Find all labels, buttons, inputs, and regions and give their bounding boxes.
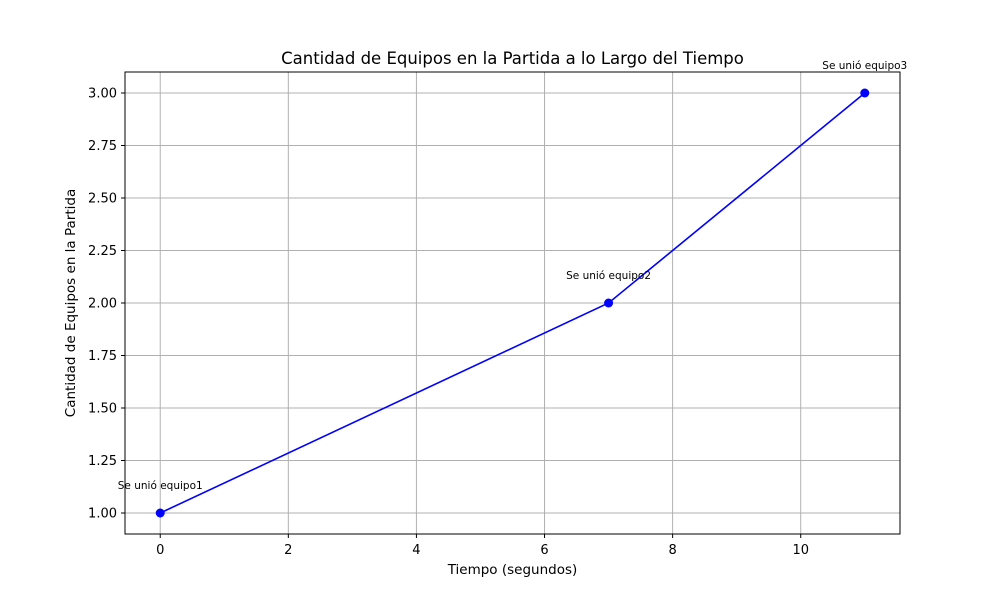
annotations: Se unió equipo1 Se unió equipo2 Se unió eq… <box>118 60 907 492</box>
point-annotation: Se unió equipo1 <box>118 480 203 492</box>
grid <box>125 72 900 534</box>
data-point <box>604 298 614 308</box>
y-tick-label: 2.75 <box>88 139 117 154</box>
x-axis-label: Tiempo (segundos) <box>447 562 578 578</box>
y-tick-label: 1.50 <box>88 402 117 417</box>
data-point <box>860 88 870 98</box>
y-tick-label: 2.25 <box>88 244 117 259</box>
y-tick-label: 3.00 <box>88 87 117 102</box>
series-group <box>155 88 870 518</box>
point-annotation: Se unió equipo2 <box>566 270 651 282</box>
y-tick-label: 1.25 <box>88 454 117 469</box>
chart-title: Cantidad de Equipos en la Partida a lo L… <box>281 49 744 68</box>
y-axis-label: Cantidad de Equipos en la Partida <box>63 189 79 417</box>
y-tick-label: 1.75 <box>88 349 117 364</box>
point-annotation: Se unió equipo3 <box>822 60 907 72</box>
x-tick-label: 0 <box>156 543 164 558</box>
x-tick-label: 2 <box>284 543 292 558</box>
x-tick-label: 4 <box>412 543 420 558</box>
data-point <box>155 508 165 518</box>
axis-ticks: 0 2 4 6 8 10 1.00 1.25 1.50 1.75 2.00 2.25 2.50 2.75 3… <box>88 87 809 559</box>
x-tick-label: 10 <box>792 543 809 558</box>
x-tick-label: 8 <box>668 543 676 558</box>
y-tick-label: 1.00 <box>88 507 117 522</box>
x-tick-label: 6 <box>540 543 548 558</box>
y-tick-label: 2.00 <box>88 297 117 312</box>
y-tick-label: 2.50 <box>88 192 117 207</box>
